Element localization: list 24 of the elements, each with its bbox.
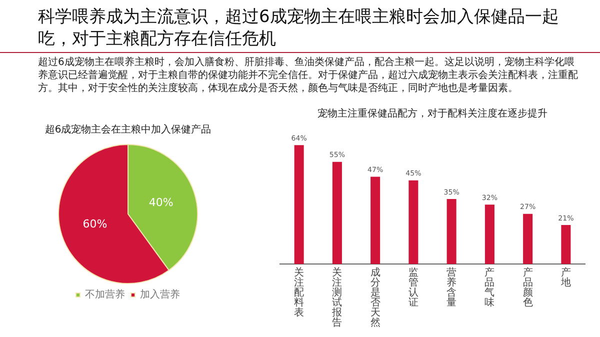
x-tick-label: 监管认证 [408,266,418,309]
bar [561,225,571,264]
bar [370,176,380,264]
text: 超过6成宠物主在喂养主粮时，会加入膳食粉、肝脏排毒、鱼油类保健产品，配合主粮一起。这足以说明，宠物主科学化喂养意识已经普遍觉醒，对于主粮自带的保健功能并不完全信任。对于保健产品，超过六成宠物主表示会关注配料表，注重配方。其中，对于安全性的关注度较高，体现在成分是否天然，颜色与气味是否纯正，同时产地也是考量因素。 [38,56,578,95]
chart-title: 宠物主注重保健品配方，对于配料关注度在逐步提升 [318,108,548,120]
legend-label: 不加营养 [85,288,125,301]
x-tick-label: 产品颜色 [522,266,533,309]
legend-label: 加入营养 [140,288,180,301]
x-tick-label: 产品气味 [484,266,495,309]
x-tick-label: 关注配料表 [294,266,304,319]
x-tick-label: 关注测试报告 [331,266,342,329]
bar [523,214,533,264]
bar [484,204,494,264]
data-label: 40% [148,196,174,210]
bar [446,199,456,264]
bar [294,145,304,264]
data-label: 60% [82,218,108,231]
x-tick-label: 营养含量 [446,266,457,309]
x-tick-label: 产地 [560,266,571,289]
text: 科学喂养成为主流意识，超过6成宠物主在喂主粮时会加入保健品一起吃，对于主粮配方存在信任危机 [38,6,560,50]
bar [408,180,418,264]
x-tick-label: 成分是否天然 [370,266,380,329]
bar [332,162,342,264]
chart-title: 超6成宠物主会在主粮中加入保健产品 [44,124,212,136]
